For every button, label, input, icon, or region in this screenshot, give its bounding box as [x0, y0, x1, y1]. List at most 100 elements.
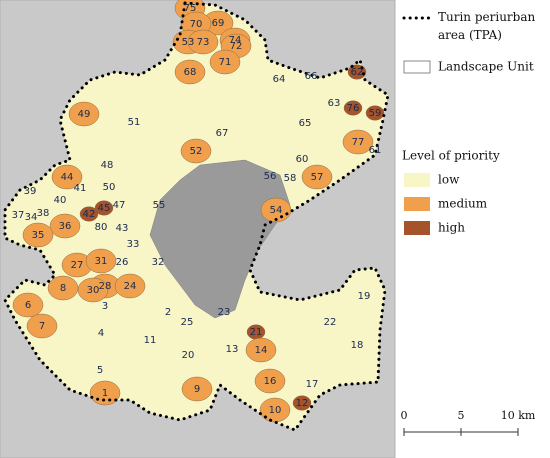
unit-label: 28 [99, 281, 112, 292]
landscape-unit [94, 200, 114, 216]
unit-label: 48 [101, 160, 114, 171]
unit-label: 11 [144, 335, 157, 346]
unit-label: 17 [306, 379, 319, 390]
unit-label: 75 [184, 3, 197, 14]
unit-symbol [403, 60, 431, 74]
priority-legend: low medium high [404, 173, 488, 235]
unit-label: 49 [78, 109, 91, 120]
unit-label: 56 [264, 171, 277, 182]
unit-label: 76 [347, 103, 360, 114]
unit-label: 74 [229, 35, 242, 46]
unit-label: 77 [352, 137, 365, 148]
unit-label: 7 [39, 321, 45, 332]
unit-label: 24 [124, 281, 137, 292]
unit-label: 37 [12, 210, 25, 221]
landscape-unit [85, 248, 117, 274]
priority-label: low [438, 173, 460, 187]
unit-label: 62 [351, 67, 364, 78]
unit-label: 64 [273, 74, 286, 85]
unit-label: 14 [255, 345, 268, 356]
unit-label: 72 [230, 41, 243, 52]
unit-label: 66 [305, 71, 318, 82]
priority-label: high [438, 221, 465, 235]
landscape-unit [181, 376, 213, 402]
unit-label: 23 [218, 307, 231, 318]
unit-label: 65 [299, 118, 312, 129]
unit-label: 10 [269, 405, 282, 416]
landscape-unit [254, 368, 286, 394]
unit-label: 20 [182, 350, 195, 361]
unit-label: 35 [32, 230, 45, 241]
unit-label: 36 [59, 221, 72, 232]
unit-label: 57 [311, 172, 324, 183]
unit-label: 71 [219, 57, 232, 68]
scale-label: 10 km [501, 409, 536, 422]
units [12, 0, 385, 423]
unit-label: 19 [358, 291, 371, 302]
landscape-unit [245, 337, 277, 363]
unit-label: 8 [60, 283, 66, 294]
unit-label: 1 [102, 388, 108, 399]
unit-label: 2 [165, 307, 171, 318]
unit-label: 12 [296, 398, 309, 409]
unit-label: 52 [190, 146, 203, 157]
unit-label: 4 [98, 328, 104, 339]
unit-label: 31 [95, 256, 108, 267]
city-core [149, 159, 291, 319]
unit-label: 27 [71, 260, 84, 271]
unit-label: 61 [369, 145, 382, 156]
unit-label: 38 [37, 208, 50, 219]
priority-swatch [404, 221, 430, 235]
unit-label: 9 [194, 384, 200, 395]
priority-swatch [404, 173, 430, 187]
priority-swatch [404, 197, 430, 211]
unit-label: 68 [184, 67, 197, 78]
unit-label: 69 [212, 18, 225, 29]
landscape-unit [22, 222, 54, 248]
unit-label: 47 [113, 200, 126, 211]
unit-label: 45 [98, 203, 111, 214]
priority-label: medium [438, 197, 488, 211]
landscape-unit [26, 313, 58, 339]
unit-label: 50 [103, 182, 116, 193]
unit-label: 22 [324, 317, 337, 328]
unit-label: 5 [97, 365, 103, 376]
unit-label: 55 [153, 200, 166, 211]
landscape-unit [49, 213, 81, 239]
unit-label: 60 [296, 154, 309, 165]
unit-label: 41 [74, 183, 87, 194]
landscape-unit [301, 164, 333, 190]
basemap-frame [0, 0, 396, 458]
unit-label: Landscape Unit [438, 60, 534, 74]
landscape-unit [342, 129, 374, 155]
landscape-unit [12, 292, 44, 318]
boundary-label: Turin periurban area (TPA) [438, 10, 536, 42]
unit-label: 67 [216, 128, 229, 139]
unit-label: 70 [190, 19, 203, 30]
unit-label: 40 [54, 195, 67, 206]
unit-label: 80 [95, 222, 108, 233]
unit-label: 18 [351, 340, 364, 351]
unit-label: 73 [197, 37, 210, 48]
tpa-boundary [3, 1, 390, 432]
unit-label: 44 [61, 172, 74, 183]
landscape-unit [180, 138, 212, 164]
unit-label: 39 [24, 186, 37, 197]
unit-label: 43 [116, 223, 129, 234]
landscape-unit [79, 206, 99, 222]
unit-label: 6 [25, 300, 31, 311]
unit-label: 32 [152, 257, 165, 268]
landscape-unit [187, 29, 219, 55]
unit-label: 33 [127, 239, 140, 250]
landscape-unit [209, 49, 241, 75]
unit-label: 16 [264, 376, 277, 387]
unit-label: 42 [83, 209, 96, 220]
unit-label: 63 [328, 98, 341, 109]
landscape-unit [47, 275, 79, 301]
scale-label: 5 [458, 409, 465, 422]
unit-label: 3 [102, 301, 108, 312]
landscape-unit [174, 59, 206, 85]
landscape-unit [51, 164, 83, 190]
